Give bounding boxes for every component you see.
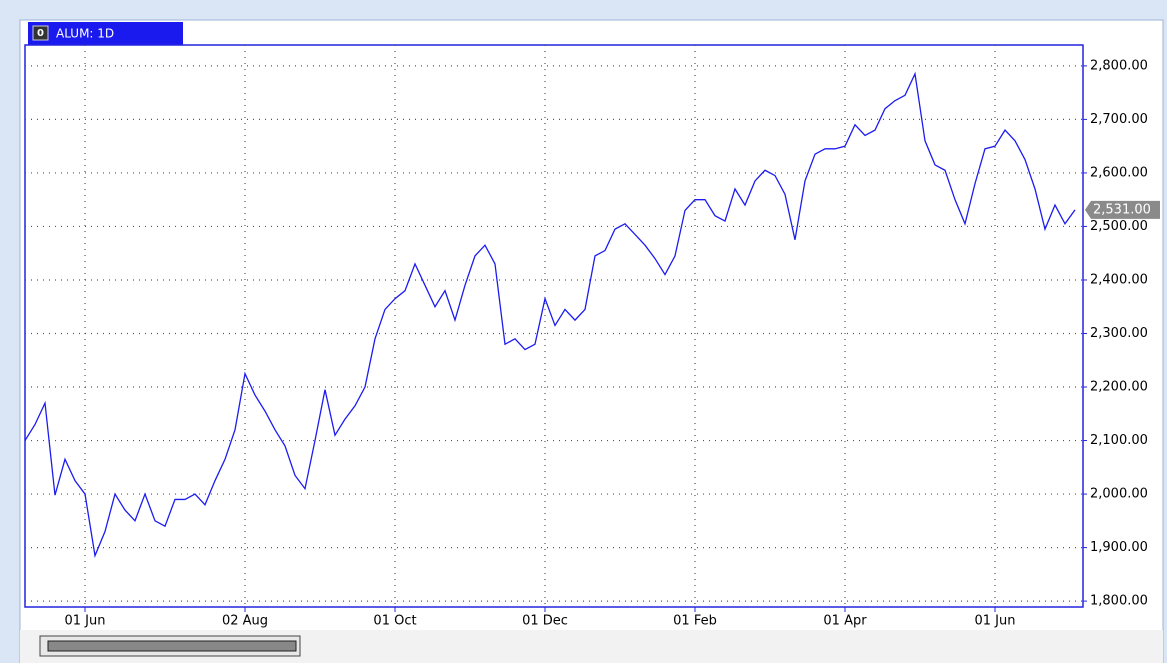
tab[interactable]	[28, 22, 183, 45]
x-tick-label: 01 Jun	[65, 614, 106, 629]
x-tick-label: 01 Oct	[373, 614, 416, 629]
y-tick-label: 2,300.00	[1090, 326, 1148, 341]
last-price-marker	[1085, 200, 1160, 219]
x-tick-label: 01 Jun	[975, 614, 1016, 629]
x-tick-label: 01 Dec	[522, 614, 568, 629]
y-tick-label: 2,200.00	[1090, 380, 1148, 395]
x-tick-label: 01 Feb	[673, 614, 717, 629]
y-tick-label: 2,500.00	[1090, 219, 1148, 234]
price-line	[24, 71, 1076, 558]
y-tick-label: 2,800.00	[1090, 58, 1148, 73]
y-tick-label: 2,100.00	[1090, 433, 1148, 448]
x-tick-label: 02 Aug	[222, 614, 268, 629]
y-tick-label: 2,600.00	[1090, 165, 1148, 180]
tab-label: ALUM: 1D	[56, 27, 114, 41]
y-tick-label: 1,900.00	[1090, 540, 1148, 555]
plot-frame	[24, 44, 1084, 608]
panel	[19, 19, 1164, 663]
last-price-label: 2,531.00	[1093, 202, 1151, 217]
scroll-thumb[interactable]	[47, 640, 297, 652]
tab-icon: 0	[37, 28, 44, 39]
y-tick-label: 2,700.00	[1090, 112, 1148, 127]
x-tick-label: 01 Apr	[823, 614, 867, 629]
tab-icon-box	[32, 25, 49, 41]
y-tick-label: 2,000.00	[1090, 487, 1148, 502]
y-tick-label: 2,400.00	[1090, 272, 1148, 287]
y-tick-label: 1,800.00	[1090, 594, 1148, 609]
